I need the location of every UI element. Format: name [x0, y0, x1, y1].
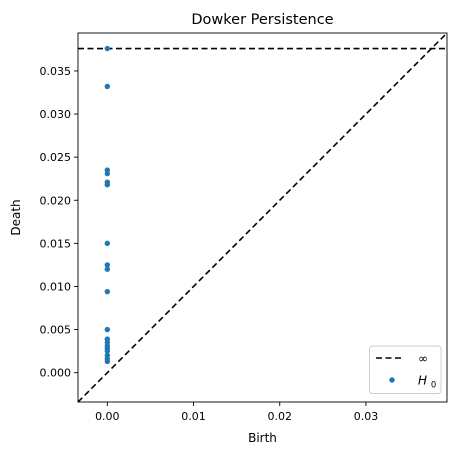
x-axis-label: Birth — [248, 431, 277, 445]
legend-h0-subscript: 0 — [431, 381, 436, 391]
legend-h0-swatch — [389, 377, 395, 383]
y-axis-ticks: 0.000 0.005 0.010 0.015 0.020 0.025 0.030 0.035 — [40, 65, 78, 380]
y-tick-label: 0.010 — [40, 280, 72, 293]
h0-point — [104, 240, 111, 247]
h0-point — [104, 266, 111, 272]
x-tick-label: 0.02 — [267, 410, 292, 423]
h0-point — [104, 262, 111, 268]
plot-frame — [77, 32, 448, 403]
y-tick-label: 0.035 — [40, 65, 72, 78]
h0-point — [104, 182, 111, 188]
legend-infinity-label: ∞ — [418, 352, 428, 366]
h0-point — [104, 83, 111, 90]
h0-point — [104, 288, 111, 295]
y-tick-label: 0.000 — [40, 367, 72, 380]
h0-point — [104, 348, 111, 354]
x-axis-ticks: 0.00 0.01 0.02 0.03 — [95, 402, 378, 423]
diagonal-line — [78, 33, 447, 402]
legend-h0-label: H 0 — [418, 374, 436, 391]
h0-point — [104, 45, 111, 52]
x-tick-label: 0.00 — [95, 410, 120, 423]
y-tick-label: 0.005 — [40, 324, 72, 337]
chart-title: Dowker Persistence — [191, 12, 333, 28]
y-tick-label: 0.030 — [40, 108, 72, 121]
h0-point — [104, 326, 111, 333]
y-tick-label: 0.025 — [40, 151, 72, 164]
y-axis-label: Death — [9, 199, 23, 235]
h0-point — [104, 170, 111, 177]
legend-h0-main: H — [418, 374, 427, 388]
plot-area — [78, 33, 447, 402]
x-tick-label: 0.03 — [354, 410, 379, 423]
h0-point — [104, 358, 111, 365]
y-tick-label: 0.020 — [40, 194, 72, 207]
x-tick-label: 0.01 — [181, 410, 206, 423]
legend: ∞ H 0 — [369, 345, 442, 394]
h0-points — [104, 45, 111, 365]
y-tick-label: 0.015 — [40, 237, 72, 250]
